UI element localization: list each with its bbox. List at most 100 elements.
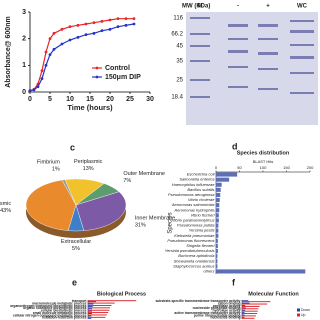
data-point	[100, 29, 104, 33]
panel-letter: f	[232, 277, 236, 287]
bar	[216, 203, 220, 208]
legend-swatch	[297, 313, 300, 317]
y-tick-label: 3	[22, 9, 26, 16]
bar	[242, 303, 268, 305]
legend-label: Control	[105, 65, 130, 72]
y-tick-label: cation binding	[218, 301, 241, 305]
y-tick-label: cellular nitrogen compound metabolic pro…	[13, 313, 87, 317]
bar	[242, 313, 258, 315]
y-tick-label: 2	[22, 36, 26, 43]
bar	[242, 317, 255, 319]
x-axis-title: BLAST Hits	[253, 159, 274, 164]
panel-letter: d	[232, 141, 238, 151]
mw-marker: 66.2	[171, 32, 183, 38]
y-tick-label: small molecule metabolic process	[33, 311, 87, 315]
mw-marker: 18.4	[171, 95, 183, 101]
y-tick-label: Shewanella oneidensis	[174, 258, 215, 263]
slice-label: Inner Membrane	[135, 216, 175, 222]
data-point	[52, 31, 56, 35]
y-tick-label: Bacillus subtilis	[187, 187, 214, 192]
x-tick-label: 25	[126, 96, 134, 103]
data-point	[60, 27, 64, 31]
x-tick-label: 0	[215, 165, 218, 170]
bar	[216, 218, 219, 223]
mw-marker: 25	[176, 78, 183, 84]
y-tick-label: 0	[22, 89, 26, 96]
gel-background	[186, 12, 318, 125]
data-point	[40, 69, 44, 73]
gel-bands	[190, 17, 314, 98]
bar	[216, 228, 219, 233]
bar	[216, 243, 218, 248]
bar	[242, 314, 245, 316]
bar	[216, 198, 220, 203]
bar	[88, 303, 94, 305]
bar	[216, 177, 230, 182]
x-tick-label: 5	[48, 96, 52, 103]
data-point	[52, 47, 56, 51]
bar	[88, 317, 92, 319]
data-point	[132, 17, 136, 21]
data-point	[124, 23, 128, 27]
slice-value: 13%	[83, 166, 94, 172]
y-tick-label: hydrolase activity	[213, 309, 241, 313]
legend-swatch	[297, 308, 300, 312]
y-tick-label: peptidase activity	[213, 304, 241, 308]
y-tick-label: Staphylococcus aureus	[173, 263, 214, 268]
bar	[88, 305, 93, 307]
y-tick-label: substrate-specific transmembrane transpo…	[155, 299, 240, 303]
bar	[242, 308, 259, 310]
slice-value: 1%	[52, 166, 60, 172]
y-tick-label: nucleoside binding	[210, 316, 240, 320]
x-tick-label: 10	[66, 96, 74, 103]
legend-marker	[95, 66, 99, 70]
legend-label: 150μm DIP	[105, 74, 141, 81]
bar	[216, 213, 219, 218]
y-tick-label: organonitrogen compound biosynthetic pro…	[10, 304, 87, 308]
lane-label: M	[198, 4, 203, 10]
panel-title: Species distribution	[237, 150, 290, 156]
pie-slice	[67, 204, 85, 232]
y-tick-label: active transmembrane transporter activit…	[174, 311, 240, 315]
bar	[88, 301, 97, 303]
y-tick-label: Aeromonas salmonicida	[171, 202, 215, 207]
data-point	[76, 23, 80, 27]
x-axis-title: Time (hours)	[67, 103, 113, 112]
data-point	[76, 35, 80, 39]
data-point	[68, 38, 72, 42]
bar	[242, 301, 271, 303]
data-point	[92, 21, 96, 25]
slice-label: Periplasmic	[74, 159, 103, 165]
y-tick-label: cellular biosynthetic process	[41, 309, 87, 313]
bar	[88, 307, 111, 309]
slice-label: Fimbrium	[37, 159, 60, 165]
pie-slice	[75, 191, 127, 231]
y-tick-label: macromolecule metabolic process	[32, 301, 86, 305]
data-point	[36, 85, 40, 89]
y-tick-label: Pseudomonas aeruginosa	[168, 192, 215, 197]
y-tick-label: Salmonella enterica	[179, 177, 215, 182]
slice-value: 31%	[135, 223, 146, 229]
x-tick-label: 150	[283, 165, 290, 170]
gel-title: MW (KDa)	[182, 4, 210, 10]
y-tick-label: Shigella flexneri	[186, 243, 214, 248]
data-point	[116, 17, 120, 21]
y-tick-label: Klebsiella pneumoniae	[174, 233, 215, 238]
slice-value: 43%	[0, 208, 11, 214]
x-tick-label: 0	[28, 96, 32, 103]
data-point	[60, 42, 64, 46]
y-tick-label: Haemophilus influenzae	[172, 182, 215, 187]
bar	[216, 223, 219, 228]
y-tick-label: Vibrio fischeri	[191, 212, 215, 217]
y-tick-label: purine ribonucleotide binding	[194, 313, 241, 317]
bar	[216, 233, 219, 238]
pie-slice	[25, 179, 77, 231]
slice-label: Extracellular	[61, 239, 91, 245]
y-tick-label: Buchnera aphidicola	[178, 253, 215, 258]
data-point	[108, 18, 112, 22]
lane-label: +	[266, 4, 270, 10]
bar	[88, 304, 112, 306]
bar	[242, 315, 256, 317]
bar	[242, 305, 260, 307]
bar	[216, 254, 218, 259]
